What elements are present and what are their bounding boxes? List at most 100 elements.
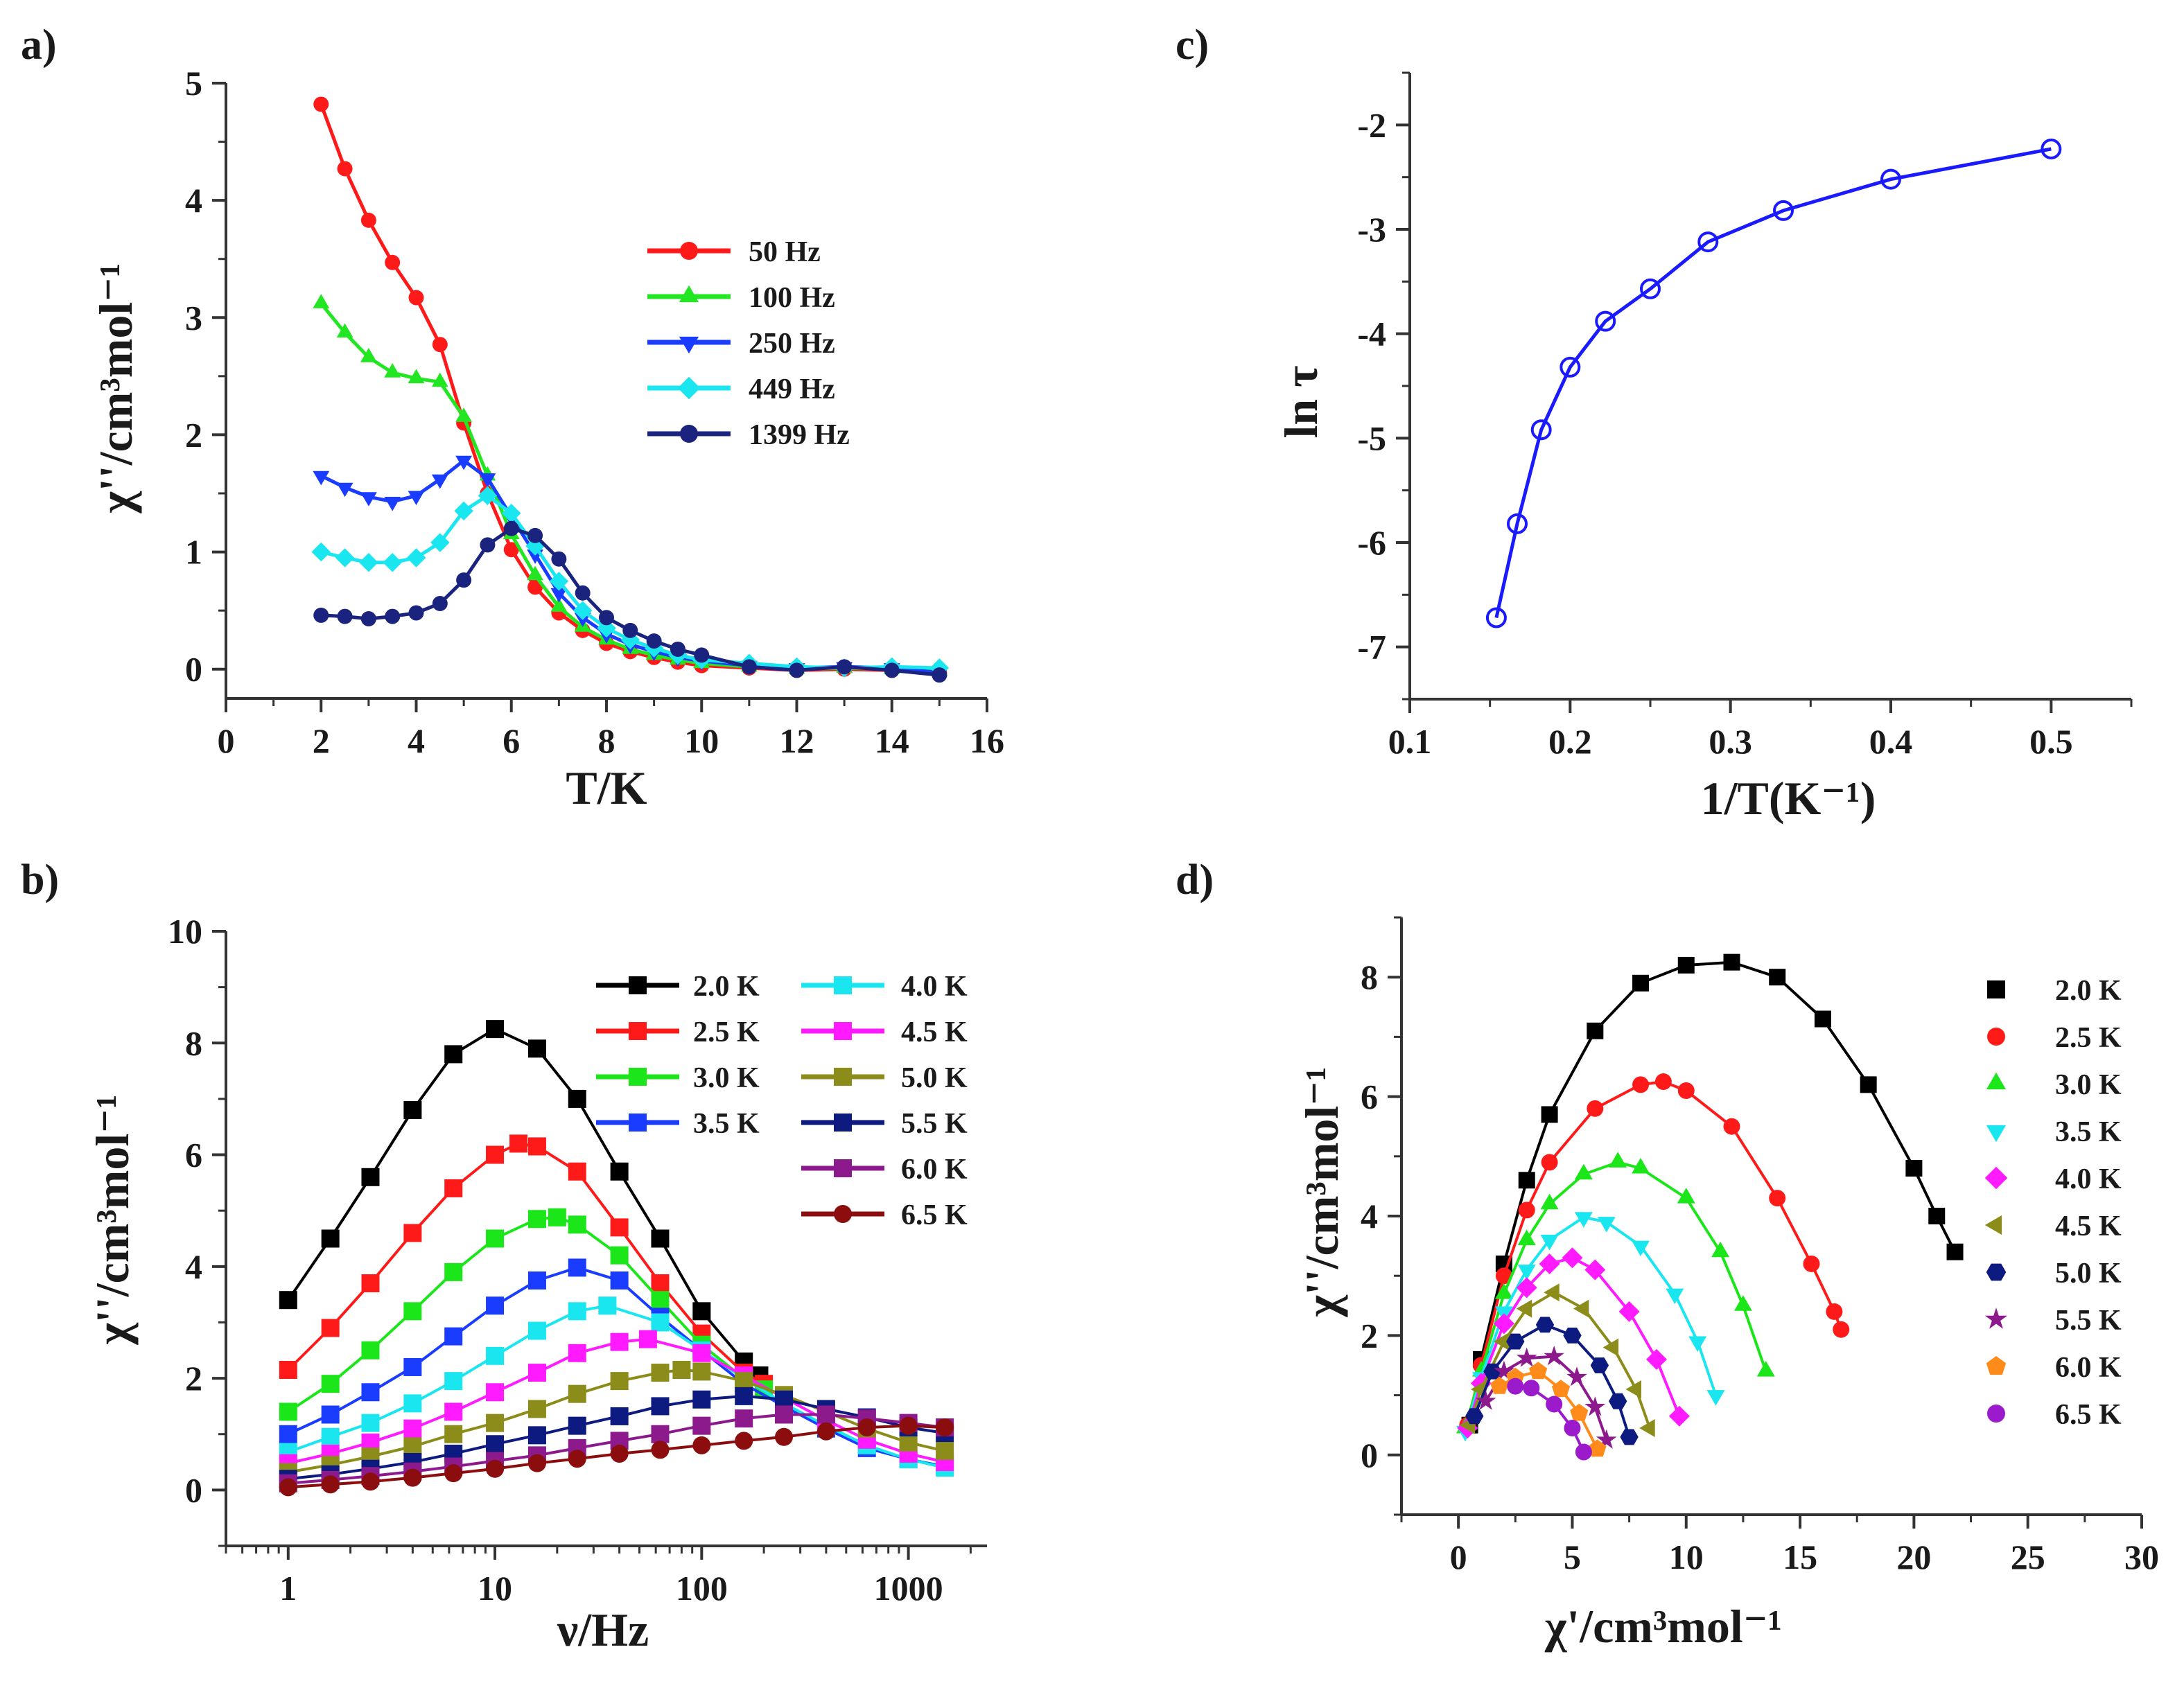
- data-point: [384, 363, 401, 378]
- data-point: [311, 542, 331, 562]
- panel-label: a): [21, 21, 57, 69]
- data-point: [1602, 1338, 1619, 1357]
- y-axis-title: χ''/cm³mol⁻¹: [86, 1094, 139, 1345]
- y-tick-label: 4: [185, 181, 202, 220]
- data-point: [337, 161, 353, 177]
- series-3-5-k: [1456, 1212, 1725, 1442]
- data-point: [321, 1427, 340, 1446]
- data-point: [1529, 1362, 1548, 1380]
- data-point: [403, 1357, 422, 1376]
- data-point: [527, 1364, 546, 1382]
- data-point: [456, 572, 472, 588]
- data-point: [503, 542, 519, 558]
- data-point: [1677, 1188, 1695, 1204]
- data-point: [360, 610, 376, 626]
- data-point: [1597, 1217, 1616, 1233]
- legend-label: 250 Hz: [749, 328, 835, 360]
- data-point: [1494, 1283, 1513, 1299]
- y-tick-label: 8: [185, 1023, 202, 1062]
- data-point: [1666, 1288, 1684, 1305]
- data-point: [313, 294, 330, 308]
- x-tick-label: 6: [503, 721, 520, 760]
- data-point: [1826, 1303, 1843, 1320]
- legend-item: 6.5 K: [1987, 1399, 2122, 1431]
- data-point: [651, 1441, 670, 1459]
- data-point: [1723, 953, 1740, 971]
- data-point: [568, 1416, 586, 1435]
- legend-marker: [1984, 1166, 2008, 1190]
- data-point: [837, 659, 853, 675]
- data-point: [672, 1360, 691, 1379]
- legend-label: 5.5 K: [901, 1108, 968, 1140]
- x-tick-label: 1000: [874, 1569, 943, 1608]
- y-tick-label: 3: [185, 298, 202, 337]
- legend-marker: [1986, 1125, 2007, 1143]
- data-point: [899, 1416, 918, 1435]
- y-tick-label: 0: [1361, 1436, 1378, 1475]
- data-point: [789, 662, 805, 678]
- legend-label: 6.5 K: [2055, 1399, 2122, 1431]
- data-point: [692, 1390, 711, 1409]
- data-point: [486, 1145, 505, 1164]
- data-point: [1632, 1240, 1650, 1257]
- series-5-5-k: [1475, 1346, 1617, 1449]
- data-point: [1880, 168, 1901, 190]
- x-tick-label: 10: [684, 721, 719, 760]
- x-tick-label: 0: [1450, 1538, 1467, 1576]
- data-point: [857, 1418, 876, 1437]
- x-axis-title: χ'/cm³mol⁻¹: [1544, 1600, 1782, 1653]
- series-2-0-k: [1461, 953, 1964, 1434]
- data-point: [408, 491, 425, 506]
- data-point: [1516, 1347, 1537, 1367]
- data-point: [444, 1402, 463, 1421]
- data-point: [1632, 1158, 1650, 1174]
- y-tick-label: 1: [185, 533, 202, 572]
- data-point: [1632, 974, 1650, 992]
- data-point: [403, 1419, 422, 1438]
- series-line: [1466, 1080, 1843, 1426]
- data-point: [1516, 1277, 1537, 1299]
- data-point: [599, 610, 614, 626]
- data-point: [455, 407, 472, 422]
- data-point: [408, 290, 424, 306]
- data-point: [486, 1020, 505, 1039]
- legend-item: 3.0 K: [1986, 1069, 2122, 1101]
- data-point: [670, 641, 685, 657]
- y-tick-label: -7: [1357, 628, 1386, 667]
- data-point: [775, 1405, 794, 1424]
- legend-marker: [834, 1159, 852, 1177]
- legend-item: 2.5 K: [596, 1016, 760, 1048]
- data-point: [735, 1372, 753, 1391]
- data-point: [816, 1405, 835, 1424]
- series-line: [287, 1028, 760, 1377]
- data-point: [361, 1168, 380, 1186]
- data-point: [1518, 1172, 1535, 1189]
- data-point: [1833, 1321, 1850, 1338]
- data-point: [1688, 1336, 1707, 1352]
- data-point: [361, 1341, 380, 1359]
- legend-label: 1399 Hz: [749, 419, 850, 451]
- series-1399-hz: [313, 520, 947, 683]
- data-point: [646, 633, 662, 649]
- series-ln-tau: [1485, 138, 2062, 628]
- data-point: [1564, 1420, 1581, 1437]
- data-point: [1518, 1202, 1535, 1219]
- data-point: [486, 1414, 505, 1432]
- data-point: [1563, 1328, 1582, 1344]
- x-tick-label: 14: [875, 721, 909, 760]
- legend-marker: [680, 242, 698, 260]
- data-point: [741, 659, 757, 675]
- data-point: [692, 1344, 711, 1362]
- data-point: [1506, 513, 1528, 534]
- y-tick-label: -4: [1357, 315, 1386, 353]
- series-line: [320, 493, 940, 670]
- data-point: [1654, 1073, 1672, 1091]
- data-point: [816, 1422, 835, 1441]
- data-point: [486, 1229, 505, 1248]
- legend-item: 4.0 K: [801, 971, 968, 1003]
- data-point: [1769, 969, 1786, 986]
- data-point: [1590, 1357, 1609, 1373]
- legend-item: 6.5 K: [801, 1199, 968, 1231]
- panel-c: c) 0.1 0.2 0.3 0.4 0.5 -7 -6 -5 -4 -3 -2 1/T(K⁻¹) ln …: [1176, 21, 2133, 825]
